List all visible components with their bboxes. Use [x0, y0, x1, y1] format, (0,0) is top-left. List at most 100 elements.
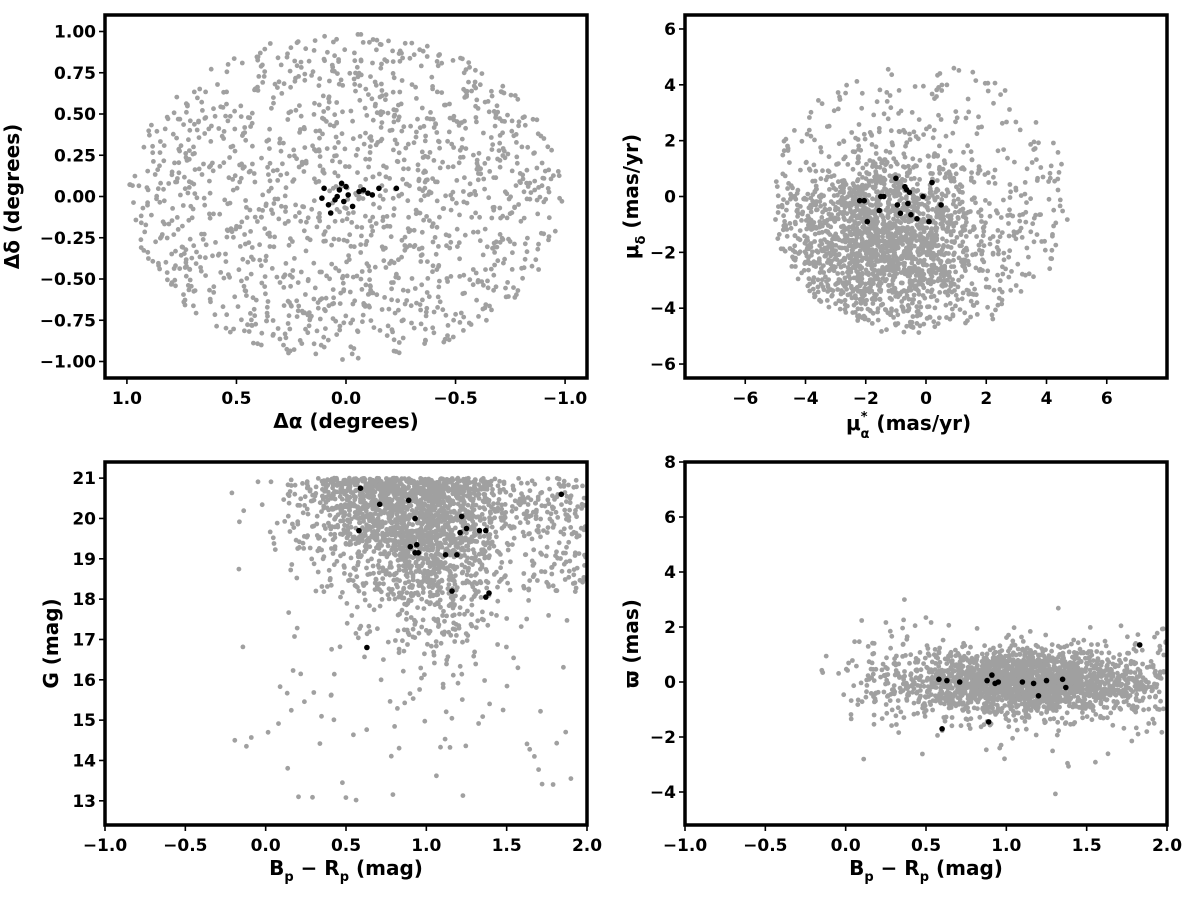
field-star-point	[849, 130, 855, 135]
field-star-point	[987, 241, 993, 247]
field-star-point	[869, 288, 875, 294]
field-star-point	[281, 274, 286, 280]
field-star-point	[824, 298, 830, 303]
field-star-point	[836, 298, 842, 304]
field-star-point	[854, 215, 860, 221]
field-star-point	[267, 41, 273, 46]
field-star-point	[330, 301, 335, 307]
field-star-point	[839, 245, 845, 251]
field-star-point	[405, 198, 411, 204]
field-star-point	[843, 310, 849, 315]
field-star-point	[1006, 254, 1012, 260]
field-star-point	[827, 206, 833, 212]
field-star-point	[947, 175, 953, 181]
field-star-point	[924, 126, 929, 132]
field-star-point	[568, 776, 574, 781]
field-star-point	[980, 225, 986, 231]
field-star-point	[991, 100, 996, 106]
field-star-point	[223, 325, 229, 331]
field-star-point	[459, 136, 465, 142]
field-star-point	[921, 321, 927, 327]
field-star-point	[879, 243, 885, 249]
field-star-point	[918, 304, 924, 310]
field-star-point	[242, 125, 248, 130]
field-star-point	[352, 50, 357, 56]
field-star-point	[897, 179, 903, 185]
field-star-point	[472, 79, 478, 85]
x-tick-label: −0.5	[433, 389, 477, 409]
field-star-point	[230, 187, 236, 193]
field-star-point	[281, 497, 287, 502]
field-star-point	[166, 221, 172, 227]
field-star-point	[504, 215, 510, 221]
field-star-point	[906, 307, 911, 313]
field-star-point	[353, 631, 359, 636]
field-star-point	[912, 84, 918, 89]
field-star-point	[520, 115, 526, 121]
field-star-point	[437, 299, 443, 305]
field-star-point	[206, 126, 212, 132]
field-star-point	[948, 148, 953, 154]
field-star-point	[375, 626, 380, 632]
field-star-point	[174, 215, 180, 220]
field-star-point	[447, 543, 452, 548]
field-star-point	[183, 273, 189, 279]
field-star-point	[497, 140, 503, 146]
field-star-point	[423, 326, 428, 332]
field-star-point	[525, 235, 530, 241]
field-star-point	[310, 143, 315, 149]
field-star-point	[303, 248, 309, 254]
field-star-point	[287, 489, 293, 494]
field-star-point	[907, 131, 912, 137]
field-star-point	[434, 574, 439, 579]
field-star-point	[329, 242, 334, 248]
field-star-point	[346, 211, 351, 216]
field-star-point	[787, 221, 793, 226]
field-star-point	[884, 90, 890, 95]
field-star-point	[496, 497, 502, 502]
field-star-point	[450, 189, 456, 195]
field-star-point	[513, 506, 519, 512]
field-star-point	[432, 660, 437, 666]
field-star-point	[256, 207, 262, 212]
field-star-point	[1064, 217, 1070, 223]
field-star-point	[418, 665, 424, 671]
field-star-point	[224, 234, 230, 240]
field-star-point	[286, 242, 292, 248]
field-star-point	[350, 274, 356, 280]
field-star-point	[161, 198, 167, 204]
field-star-point	[487, 701, 492, 707]
field-star-point	[543, 196, 549, 202]
field-star-point	[248, 229, 254, 234]
field-star-point	[363, 282, 369, 288]
field-star-point	[545, 144, 551, 150]
field-star-point	[501, 260, 506, 266]
field-star-point	[499, 89, 505, 95]
field-star-point	[991, 287, 997, 293]
field-star-point	[368, 74, 373, 79]
field-star-point	[773, 179, 779, 185]
field-star-point	[295, 280, 301, 285]
field-star-point	[358, 32, 364, 37]
field-star-point	[274, 274, 280, 280]
field-star-point	[275, 55, 281, 61]
field-star-point	[869, 133, 875, 138]
field-star-point	[929, 227, 934, 233]
field-star-point	[252, 214, 258, 220]
field-star-point	[885, 205, 891, 211]
field-star-point	[969, 291, 975, 297]
field-star-point	[371, 201, 376, 207]
field-star-point	[422, 138, 428, 144]
field-star-point	[350, 301, 356, 307]
field-star-point	[434, 198, 440, 204]
field-star-point	[893, 308, 899, 313]
field-star-point	[419, 282, 425, 288]
field-star-point	[242, 232, 248, 237]
field-star-point	[858, 299, 864, 305]
field-star-point	[502, 155, 508, 161]
field-star-point	[266, 230, 272, 236]
field-star-point	[437, 214, 442, 220]
field-star-point	[809, 252, 814, 258]
field-star-point	[303, 292, 308, 297]
field-star-point	[789, 264, 795, 269]
